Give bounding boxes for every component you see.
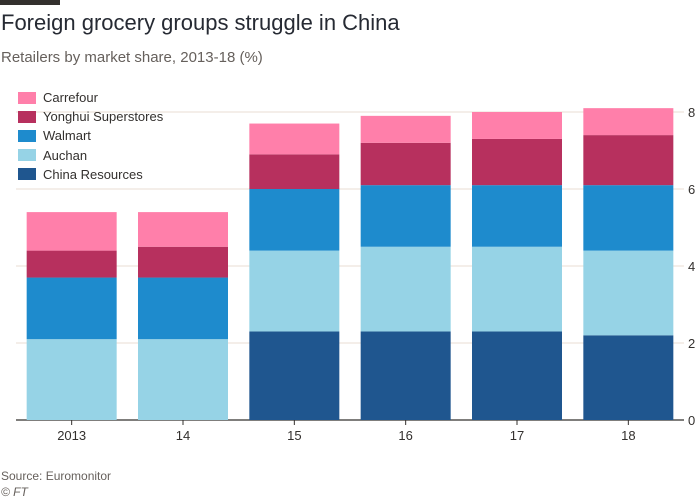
legend-label-china-resources: China Resources [43, 166, 143, 182]
bar-segment-walmart [138, 277, 228, 340]
legend-item-carrefour: Carrefour [18, 88, 163, 107]
legend-label-carrefour: Carrefour [43, 90, 98, 106]
bar-segment-carrefour [583, 108, 674, 136]
bar-segment-walmart [360, 185, 451, 247]
legend-item-auchan: Auchan [18, 146, 163, 165]
bar-segment-yonghui [249, 154, 340, 189]
y-tick-label: 4 [688, 259, 695, 274]
bar-segment-auchan [472, 246, 562, 332]
bar-segment-china_resources [249, 331, 340, 420]
legend-swatch-walmart [18, 129, 36, 142]
bar-segment-walmart [472, 185, 562, 247]
chart-subtitle: Retailers by market share, 2013-18 (%) [1, 49, 263, 66]
source-note: Source: Euromonitor [1, 469, 112, 483]
x-tick-label: 17 [510, 428, 524, 443]
bar-segment-yonghui [26, 250, 117, 278]
bar-segment-carrefour [249, 123, 340, 155]
legend-item-yonghui: Yonghui Superstores [18, 107, 163, 126]
legend-label-walmart: Walmart [43, 128, 91, 144]
legend-item-china-resources: China Resources [18, 165, 163, 184]
x-tick-label: 14 [176, 428, 190, 443]
bar-segment-auchan [26, 339, 117, 420]
bar-segment-yonghui [138, 246, 228, 278]
y-tick-label: 6 [688, 182, 695, 197]
legend-swatch-carrefour [18, 91, 36, 104]
legend-swatch-auchan [18, 149, 36, 162]
y-tick-label: 8 [688, 105, 695, 120]
bar-segment-walmart [583, 185, 674, 251]
bar-segment-yonghui [583, 135, 674, 186]
bar-segment-yonghui [360, 142, 451, 186]
x-tick-label: 15 [287, 428, 301, 443]
chart-legend: Carrefour Yonghui Superstores Walmart Au… [18, 88, 163, 184]
bar-segment-china_resources [360, 331, 451, 420]
y-tick-label: 2 [688, 336, 695, 351]
bar-segment-china_resources [472, 331, 562, 420]
legend-swatch-yonghui [18, 110, 36, 123]
bar-segment-carrefour [360, 115, 451, 143]
x-tick-label: 18 [621, 428, 635, 443]
legend-swatch-china-resources [18, 168, 36, 181]
x-tick-label: 16 [398, 428, 412, 443]
bar-segment-auchan [249, 250, 340, 332]
bar-segment-carrefour [138, 212, 228, 247]
legend-item-walmart: Walmart [18, 126, 163, 145]
bar-segment-walmart [26, 277, 117, 340]
y-tick-label: 0 [688, 413, 695, 428]
chart-title: Foreign grocery groups struggle in China [1, 10, 400, 35]
credit-note: © FT [1, 485, 28, 499]
bar-segment-walmart [249, 189, 340, 251]
bar-segment-auchan [138, 339, 228, 420]
top-rule [0, 0, 60, 5]
x-tick-label: 2013 [57, 428, 86, 443]
bar-segment-carrefour [472, 112, 562, 139]
bar-segment-yonghui [472, 138, 562, 186]
legend-label-yonghui: Yonghui Superstores [43, 109, 164, 125]
bar-segment-carrefour [26, 212, 117, 251]
bar-segment-china_resources [583, 335, 674, 420]
bar-segment-auchan [583, 250, 674, 336]
legend-label-auchan: Auchan [43, 147, 88, 163]
bar-segment-auchan [360, 246, 451, 332]
